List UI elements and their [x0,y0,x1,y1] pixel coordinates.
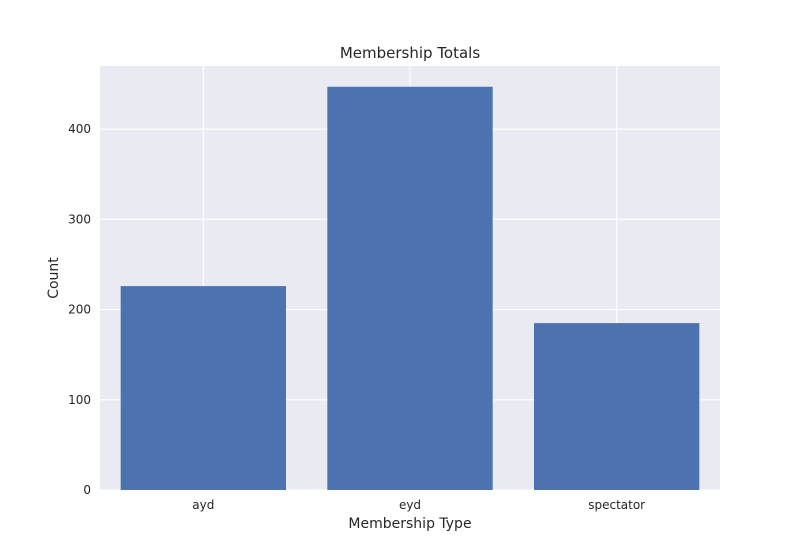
chart-title: Membership Totals [340,44,481,62]
x-tick-label: ayd [192,498,214,512]
x-axis-ticks: ayd eyd spectator [192,498,645,512]
y-tick-label: 100 [68,393,91,407]
y-tick-label: 400 [68,122,91,136]
y-tick-label: 0 [83,483,91,497]
x-axis-label: Membership Type [348,516,471,532]
y-tick-label: 200 [68,303,91,317]
y-axis-label: Count [46,257,62,299]
x-tick-label: eyd [399,498,421,512]
y-tick-label: 300 [68,212,91,226]
y-axis-ticks: 0 100 200 300 400 [68,122,91,497]
x-tick-label: spectator [588,498,645,512]
bars [120,86,700,491]
bar-ayd [120,286,287,490]
bar-eyd [327,86,493,491]
bar-spectator [534,323,700,490]
